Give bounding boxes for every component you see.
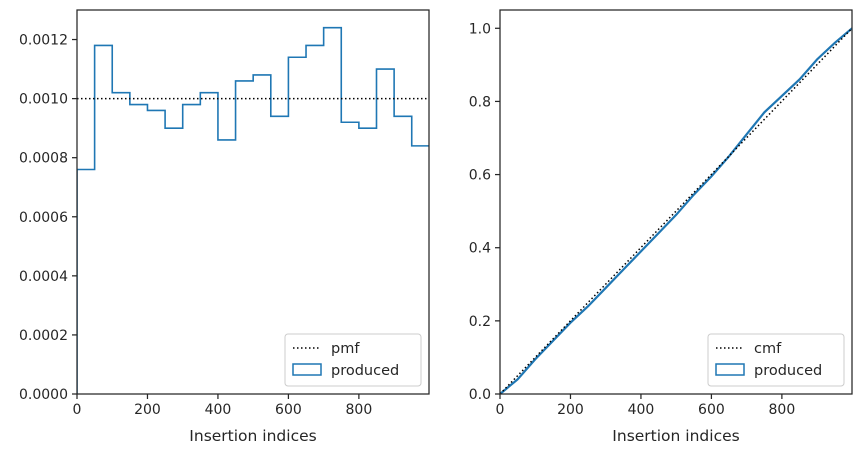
y-tick-label: 0.4 xyxy=(469,241,491,257)
series-produced xyxy=(500,27,852,394)
plot-area xyxy=(77,26,429,394)
legend-label-pmf: pmf xyxy=(331,341,360,357)
x-axis-label: Insertion indices xyxy=(189,427,316,445)
legend-label-produced: produced xyxy=(331,363,399,379)
axes-frame xyxy=(499,9,853,395)
chart-panel-1: 0 200 400 600 800 0.0000 0.0002 0.0004 0.0006 0.0… xyxy=(19,9,430,445)
legend-label-cmf: cmf xyxy=(754,341,782,357)
x-tick-label: 600 xyxy=(275,402,302,418)
y-tick-label: 0.0008 xyxy=(19,151,68,167)
x-tick-label: 400 xyxy=(628,402,655,418)
x-tick-label: 200 xyxy=(557,402,584,418)
x-axis-label: Insertion indices xyxy=(612,427,739,445)
y-tick-label: 0.0012 xyxy=(19,33,68,49)
legend-frame xyxy=(284,333,422,387)
legend-frame xyxy=(707,333,845,387)
y-tick-label: 0.0000 xyxy=(19,387,68,403)
chart-panel-2: 0 200 400 600 800 0.0 0.2 0.4 0.6 0.8 1.0 Insertion… xyxy=(469,9,853,445)
x-tick-label: 200 xyxy=(134,402,161,418)
x-tick-label: 400 xyxy=(205,402,232,418)
series-cmf xyxy=(500,27,852,394)
y-tick-label: 0.6 xyxy=(469,168,491,184)
legend-swatch-produced xyxy=(292,363,322,376)
y-tick-label: 0.2 xyxy=(469,314,491,330)
x-tick-label: 0 xyxy=(73,402,82,418)
y-tick-label: 0.8 xyxy=(469,94,491,110)
y-tick-label: 0.0002 xyxy=(19,328,68,344)
x-tick-label: 800 xyxy=(769,402,796,418)
plot-area xyxy=(500,27,852,394)
y-tick-label: 0.0 xyxy=(469,387,491,403)
y-tick-label: 0.0004 xyxy=(19,269,68,285)
legend: pmf produced xyxy=(284,333,422,387)
x-tick-label: 800 xyxy=(346,402,373,418)
legend-swatch-produced xyxy=(715,363,745,376)
y-tick-label: 0.0010 xyxy=(19,92,68,108)
x-tick-label: 600 xyxy=(698,402,725,418)
axes-frame xyxy=(76,9,430,395)
y-tick-label: 0.0006 xyxy=(19,210,68,226)
y-tick-label: 1.0 xyxy=(469,21,491,37)
legend-label-produced: produced xyxy=(754,363,822,379)
series-produced xyxy=(77,26,429,394)
legend: cmf produced xyxy=(707,333,845,387)
x-tick-label: 0 xyxy=(496,402,505,418)
